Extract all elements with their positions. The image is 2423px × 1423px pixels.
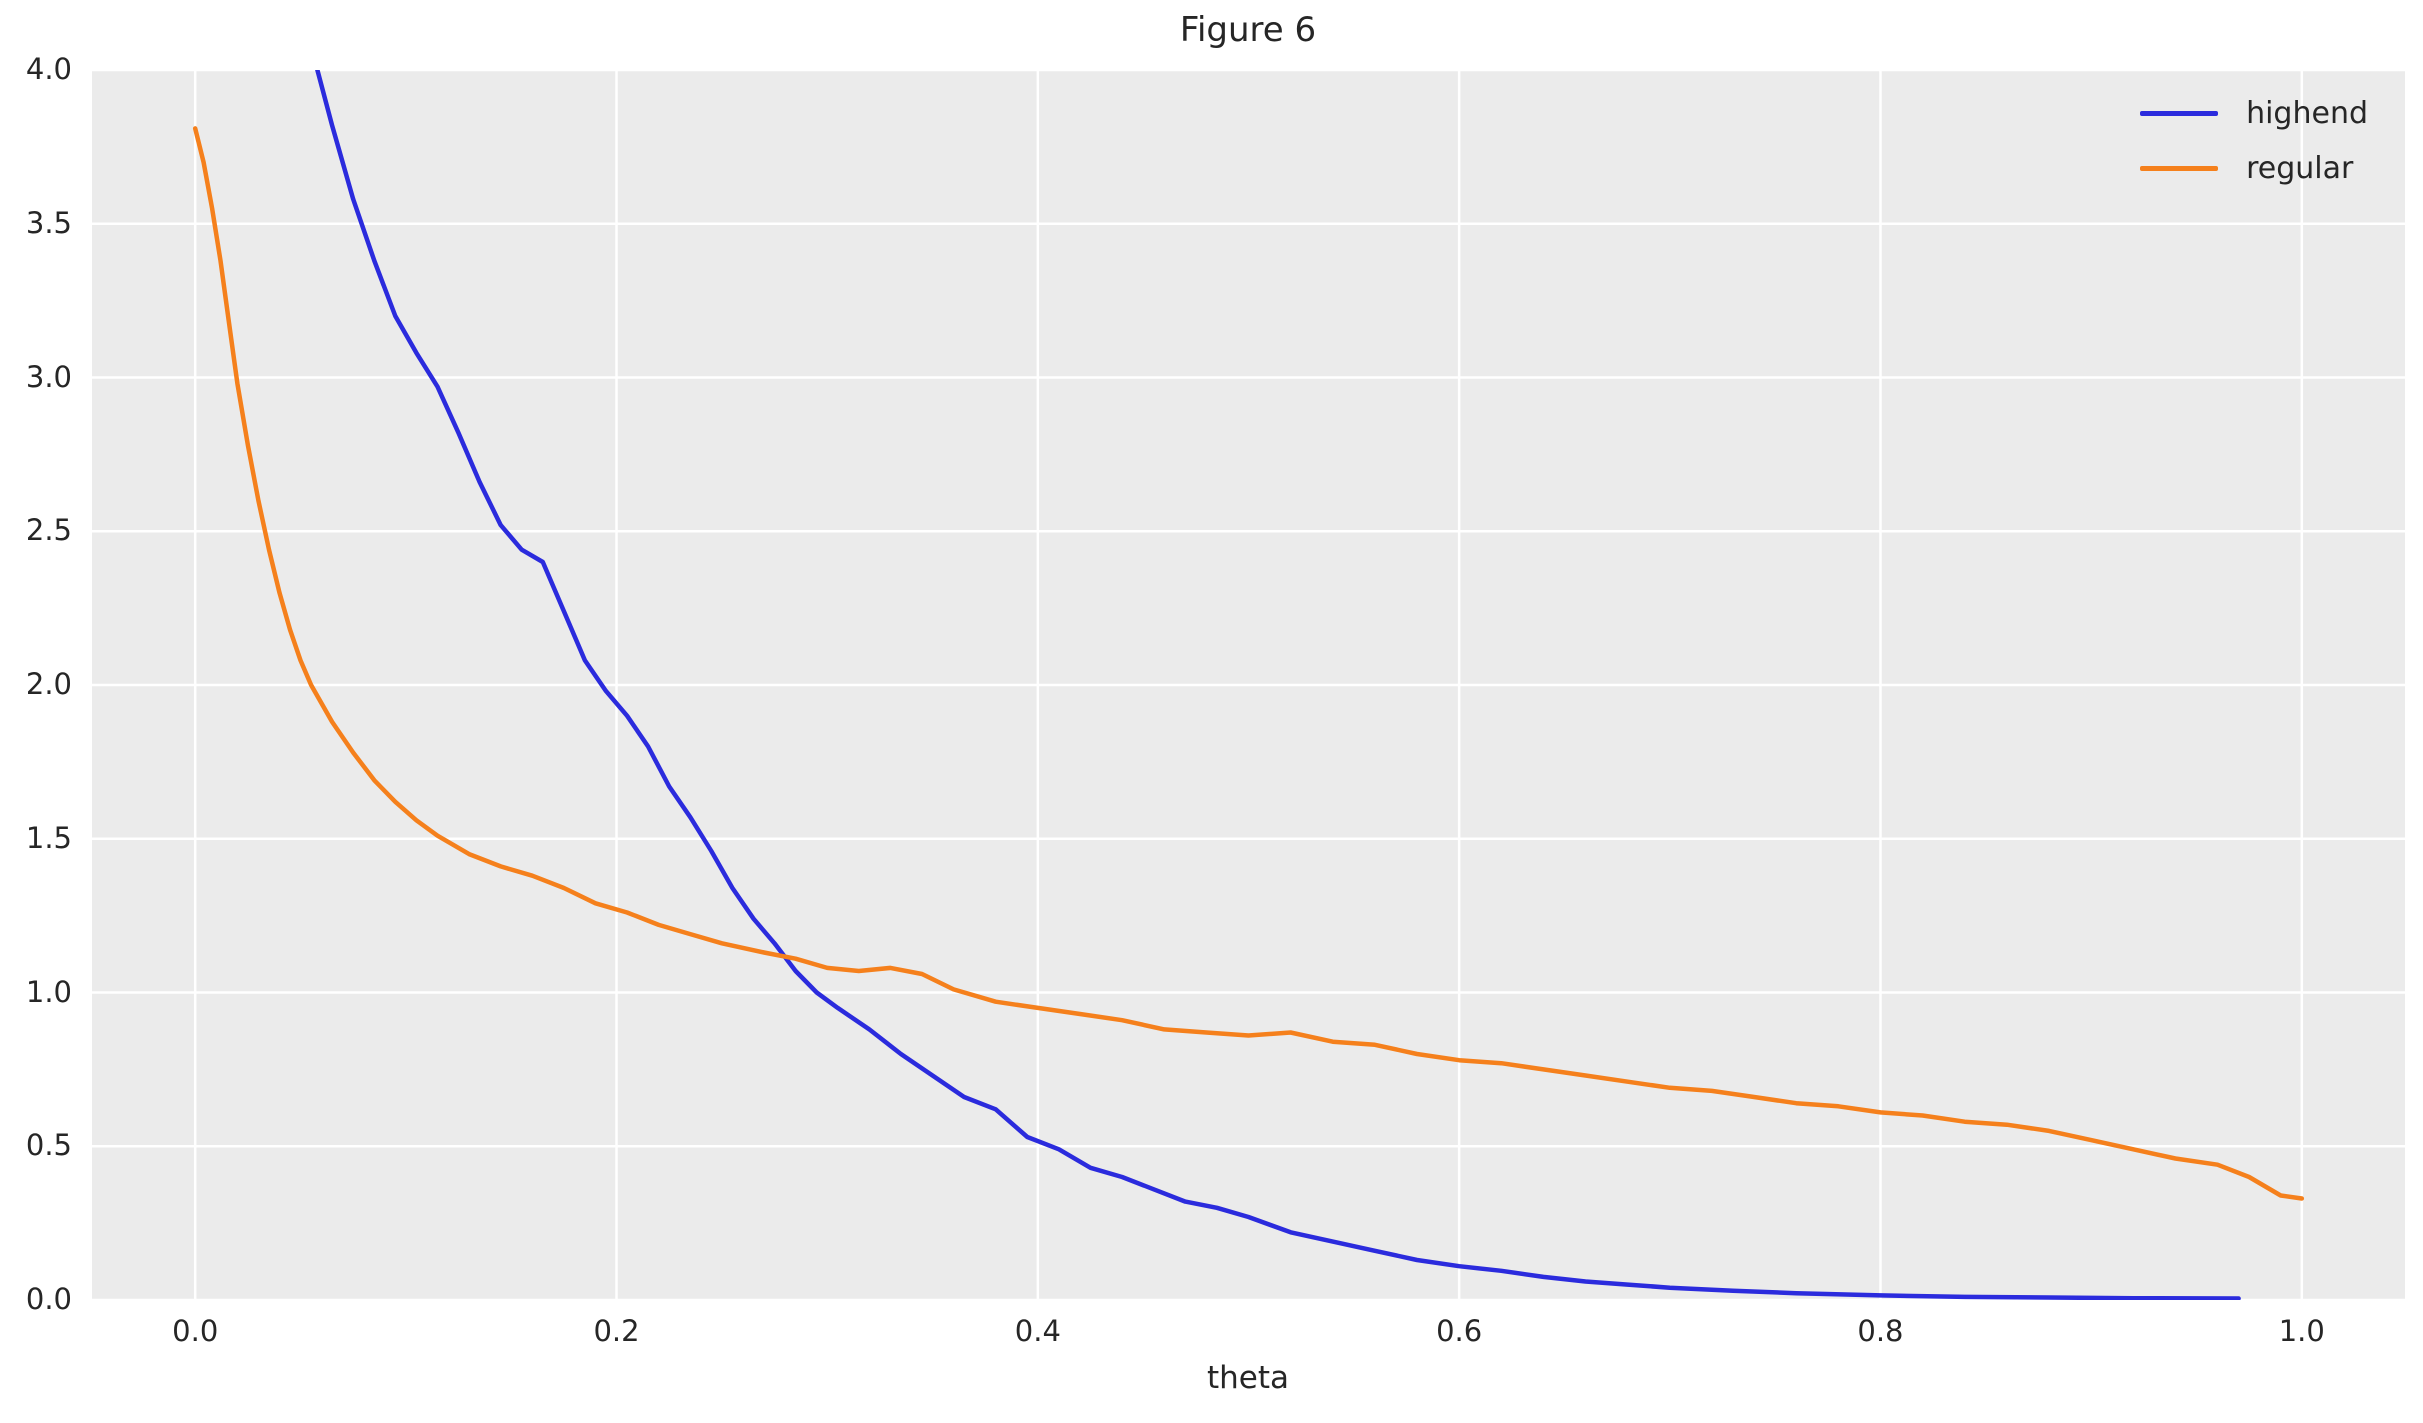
x-tick-label: 0.2 — [593, 1314, 640, 1348]
legend-line-swatch — [2140, 166, 2219, 171]
y-tick-label: 2.0 — [25, 667, 72, 701]
x-tick-label: 0.8 — [1857, 1314, 1904, 1348]
y-tick-label: 0.5 — [25, 1128, 72, 1163]
legend-entry-highend: highend — [2140, 96, 2368, 131]
chart-title: Figure 6 — [1179, 10, 1317, 50]
legend-label: regular — [2246, 151, 2354, 186]
x-tick-label: 1.0 — [2278, 1314, 2325, 1348]
x-tick-label: 0.6 — [1436, 1314, 1483, 1348]
y-tick-label: 4.0 — [25, 52, 72, 86]
legend-label: highend — [2246, 96, 2368, 131]
x-axis-label: theta — [1206, 1360, 1290, 1396]
x-tick-label: 0.0 — [172, 1314, 219, 1348]
series-line-regular — [192, 126, 2305, 1201]
legend: highend regular — [2140, 96, 2368, 186]
series-line-highend — [315, 70, 2241, 1300]
legend-line-swatch — [2140, 111, 2219, 116]
x-tick-label: 0.4 — [1014, 1314, 1061, 1348]
y-tick-label: 0.0 — [25, 1282, 72, 1316]
legend-entry-regular: regular — [2140, 151, 2368, 186]
y-tick-label: 2.5 — [25, 513, 72, 548]
y-tick-label: 3.5 — [25, 205, 72, 240]
y-tick-label: 1.0 — [25, 974, 72, 1009]
y-tick-label: 1.5 — [25, 820, 72, 855]
y-tick-label: 3.0 — [25, 359, 72, 394]
